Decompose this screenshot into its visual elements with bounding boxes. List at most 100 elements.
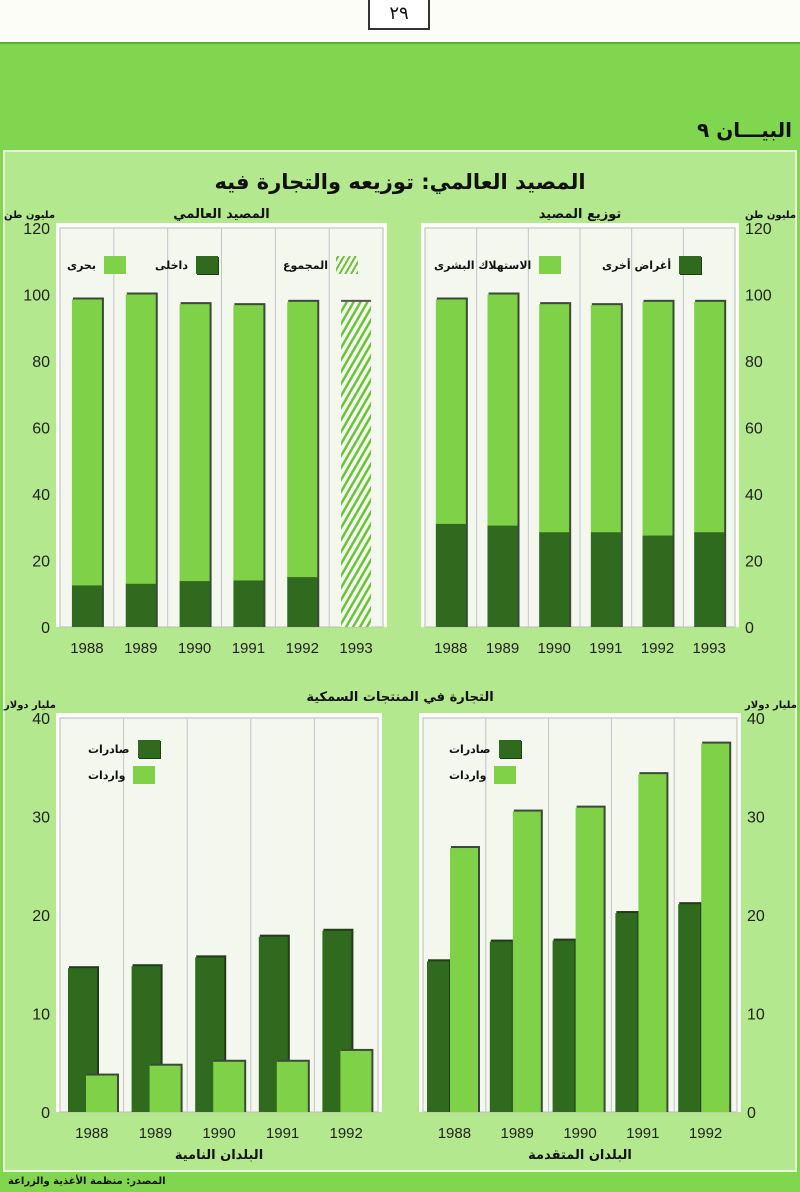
x-tick-label: 1990: [537, 640, 570, 657]
y-tick-label: 0: [41, 1105, 50, 1122]
trade-section-title: التجارة في المنتجات السمكية: [306, 690, 494, 705]
x-tick-label: 1990: [178, 640, 211, 657]
bar-upper-segment: [590, 305, 621, 534]
legend-item-imports-developed: واردات: [449, 766, 517, 784]
x-tick-label: 1988: [75, 1125, 108, 1142]
y-tick-label: 0: [747, 1105, 756, 1122]
legend-label: واردات: [88, 768, 126, 782]
legend-item-inland: داخلى: [155, 256, 218, 274]
bar-lower-segment: [435, 523, 466, 627]
bar-imports: [276, 1061, 308, 1112]
bar-lower-segment: [487, 525, 518, 627]
x-tick-label: 1991: [626, 1125, 659, 1142]
x-tick-label: 1992: [286, 640, 319, 657]
x-tick-label: 1989: [139, 1125, 172, 1142]
x-tick-label: 1989: [124, 640, 157, 657]
legend-swatch: [195, 256, 218, 274]
legend-label: داخلى: [155, 258, 188, 272]
legend-item-exports-developed: صادرات: [449, 740, 521, 758]
bar-exports: [615, 913, 638, 1112]
bar-lower-segment: [179, 581, 210, 627]
figure-label: البيـــان ٩: [697, 118, 792, 142]
bar-lower-segment: [125, 583, 156, 627]
legend-item-total: المجموع: [283, 256, 358, 274]
bar-upper-segment: [125, 294, 156, 585]
chart-title-distribution: توزيع المصيد: [538, 207, 622, 222]
page-number: ٢٩: [368, 0, 430, 30]
bar-imports: [149, 1065, 181, 1112]
legend-item-other: أغراض أخرى: [602, 256, 702, 274]
legend-item-human: الاستهلاك البشرى: [434, 256, 562, 274]
bar-upper-segment: [642, 301, 673, 537]
bar-lower-segment: [590, 532, 621, 627]
chart-title-world-catch: المصيد العالمي: [173, 207, 270, 222]
legend-label: صادرات: [449, 742, 491, 756]
bar-upper-segment: [233, 305, 264, 582]
y-tick-label: 30: [32, 810, 50, 827]
x-tick-label: 1993: [692, 640, 725, 657]
legend-swatch: [137, 740, 160, 758]
legend-label: أغراض أخرى: [602, 258, 672, 272]
legend-label: صادرات: [88, 742, 130, 756]
y-tick-label: 100: [23, 288, 50, 305]
y-tick-label: 0: [745, 620, 754, 637]
bar-imports: [340, 1050, 372, 1112]
legend-label: المجموع: [283, 258, 328, 272]
bar-lower-segment: [287, 577, 318, 627]
legend-swatch: [494, 766, 517, 784]
legend-item-marine: بحرى: [67, 256, 126, 274]
chart-title-developed: البلدان المتقدمة: [528, 1148, 632, 1163]
y-tick-label: 20: [747, 908, 765, 925]
legend-label: بحرى: [67, 258, 96, 272]
x-tick-label: 1992: [689, 1125, 722, 1142]
unit-label-right-top: مليون طن: [745, 210, 797, 221]
y-tick-label: 10: [32, 1007, 50, 1024]
bar-lower-segment: [642, 535, 673, 627]
unit-label-left-bottom: مليار دولار: [4, 700, 56, 711]
x-tick-label: 1989: [501, 1125, 534, 1142]
bar-imports: [701, 743, 730, 1112]
y-tick-label: 20: [32, 908, 50, 925]
bar-imports: [213, 1061, 245, 1112]
x-tick-label: 1989: [486, 640, 519, 657]
bar-imports: [512, 811, 541, 1112]
y-tick-label: 120: [745, 221, 772, 238]
legend-swatch: [103, 256, 126, 274]
bar-imports: [86, 1075, 117, 1112]
y-tick-label: 80: [745, 354, 763, 371]
y-tick-label: 20: [745, 554, 763, 571]
y-tick-label: 30: [747, 810, 765, 827]
bar-exports: [552, 940, 575, 1112]
x-tick-label: 1988: [434, 640, 467, 657]
unit-label-left-top: مليون طن: [4, 210, 56, 221]
y-tick-label: 80: [32, 354, 50, 371]
x-tick-label: 1992: [641, 640, 674, 657]
x-tick-label: 1991: [589, 640, 622, 657]
legend-label: واردات: [449, 768, 487, 782]
legend-item-imports-developing: واردات: [88, 766, 156, 784]
bar-upper-segment: [435, 299, 466, 525]
legend-swatch: [498, 740, 521, 758]
bar-imports: [450, 848, 478, 1112]
y-tick-label: 10: [747, 1007, 765, 1024]
bar-exports: [427, 961, 449, 1112]
x-tick-label: 1990: [202, 1125, 235, 1142]
bar-lower-segment: [539, 532, 570, 627]
x-tick-label: 1988: [438, 1125, 471, 1142]
y-tick-label: 40: [747, 711, 765, 728]
y-tick-label: 40: [745, 487, 763, 504]
bar-lower-segment: [694, 532, 725, 627]
x-tick-label: 1988: [70, 640, 103, 657]
x-tick-label: 1992: [330, 1125, 363, 1142]
bar-lower-segment: [71, 585, 102, 627]
y-tick-label: 0: [41, 620, 50, 637]
x-tick-label: 1993: [339, 640, 372, 657]
x-tick-label: 1990: [563, 1125, 596, 1142]
bar-upper-segment: [539, 304, 570, 534]
y-tick-label: 60: [32, 421, 50, 438]
legend-item-exports-developing: صادرات: [88, 740, 160, 758]
x-tick-label: 1991: [232, 640, 265, 657]
bar-upper-segment: [71, 299, 102, 587]
bar-total-hatched: [341, 300, 372, 627]
